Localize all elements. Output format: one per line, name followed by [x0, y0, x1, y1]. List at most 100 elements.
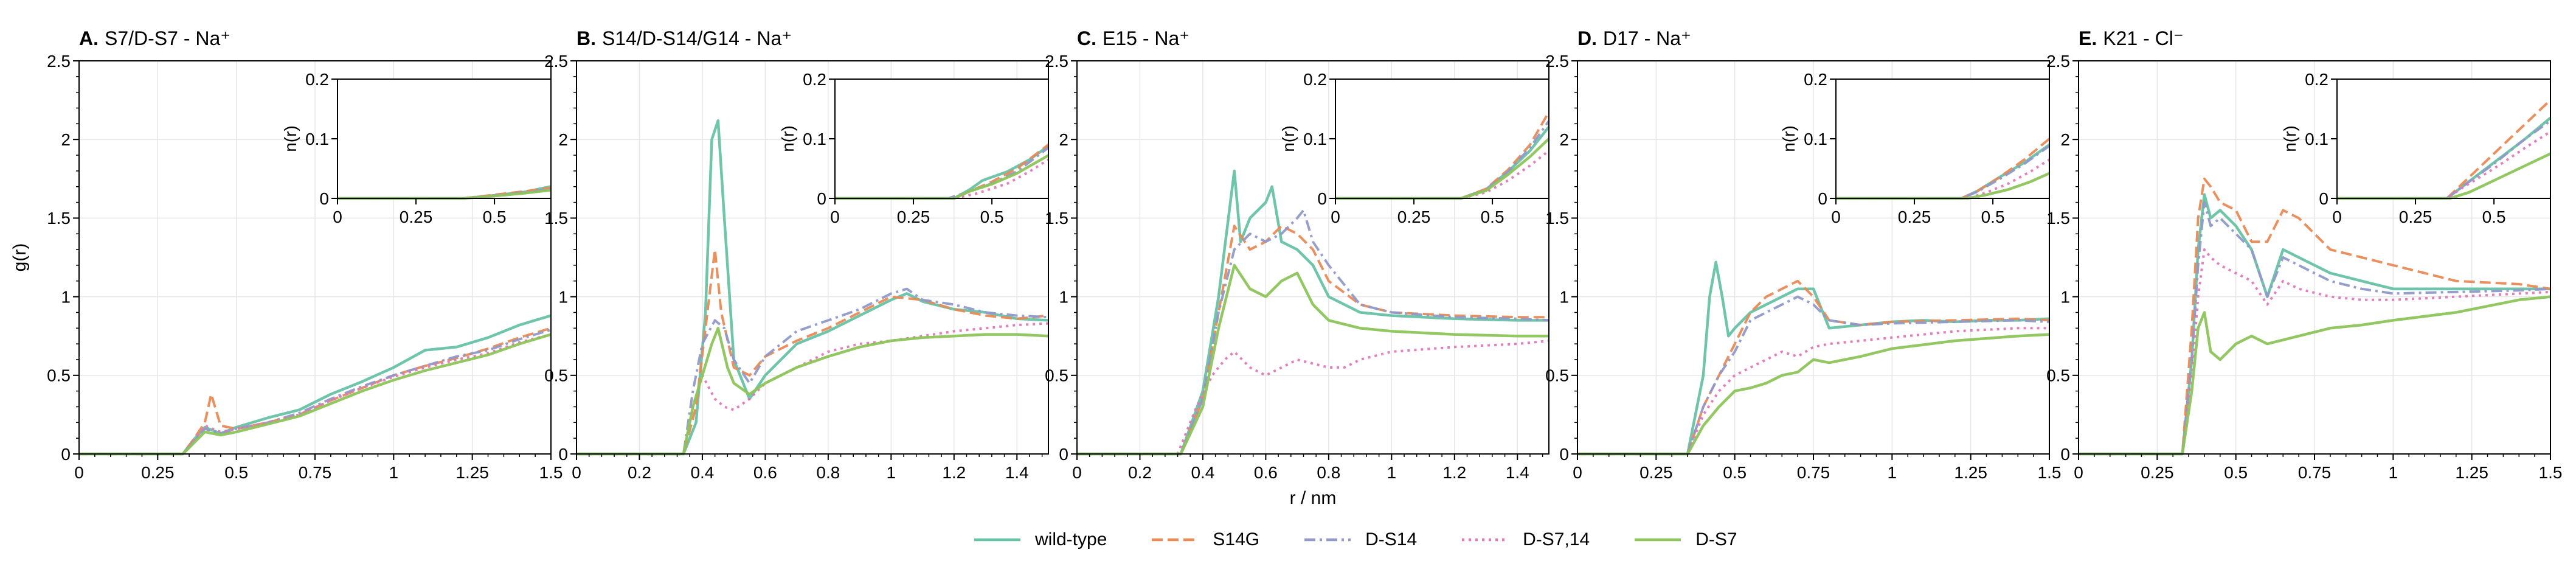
panel-title: B. S14/D-S14/G14 - Na⁺	[576, 27, 792, 49]
main-4-y-tick-label: 1	[2060, 287, 2070, 306]
main-0-y-tick-label: 2	[61, 130, 71, 149]
inset-1-y-tick-label: 0.2	[803, 70, 826, 89]
legend-swatch	[974, 538, 1020, 542]
panel-title: C. E15 - Na⁺	[1077, 27, 1189, 49]
main-2-y-tick-label: 1	[1059, 287, 1068, 306]
main-2-frame	[1076, 60, 1549, 455]
panel-title: D. D17 - Na⁺	[1577, 27, 1691, 49]
main-4-series-d-s14	[2079, 201, 2551, 455]
panel-letter: A.	[79, 27, 99, 49]
main-3-x-tick-label: 0.75	[1797, 463, 1830, 482]
panel-e: E. K21 - Cl⁻ 0 0.25 0.5 0.75 1 1.25 1.5 0 0.5 1 1.5 2…	[2046, 27, 2562, 482]
inset-0-y-tick-label: 0.1	[305, 130, 329, 148]
main-4-x-tick-label: 1.5	[2539, 463, 2563, 482]
inset: 0 0.25 0.5 0 0.1 0.2 n(r)	[281, 70, 552, 226]
inset-y-axis-label: n(r)	[1279, 125, 1298, 152]
main-1-x-tick-label: 1.4	[1005, 463, 1029, 482]
panel-title: A. S7/D-S7 - Na⁺	[79, 27, 230, 49]
main-0-y-tick-label: 0.5	[47, 366, 71, 385]
main-1-y-tick-label: 0.5	[544, 366, 568, 385]
panel-title-text: S7/D-S7 - Na⁺	[105, 27, 230, 49]
main-4-series-d-s7	[2079, 295, 2551, 456]
inset: 0 0.25 0.5 0 0.1 0.2 n(r)	[2280, 70, 2552, 226]
main-3-y-tick-label: 2	[1559, 130, 1569, 149]
inset-2-y-tick-label: 0	[1317, 189, 1327, 208]
inset-4-y-tick-label: 0	[2319, 189, 2328, 208]
main-0-x-tick-label: 0.5	[224, 463, 248, 482]
main-2-x-tick-label: 0.8	[1317, 463, 1340, 482]
legend-item-s14g: S14G	[1151, 529, 1259, 550]
main-2-x-tick-label: 1	[1387, 463, 1397, 482]
main-4-x-tick-label: 1.25	[2455, 463, 2488, 482]
main-1-y-tick-label: 1	[558, 287, 568, 306]
main-4-series-s14g	[2079, 177, 2551, 455]
inset-4-y-tick-label: 0.2	[2305, 70, 2328, 89]
main-3-x-tick-label: 0.5	[1723, 463, 1747, 482]
panel-letter: B.	[576, 27, 596, 49]
legend: wild-type S14G D-S14 D-S7,14 D-S7	[973, 525, 1781, 555]
main-2-series-s14g	[1077, 225, 1549, 455]
main-1-x-tick-label: 1	[887, 463, 896, 482]
inset-3-x-tick-label: 0.5	[1981, 208, 2005, 226]
main-0-y-tick-label: 2.5	[47, 52, 71, 71]
inset-2-y-tick-label: 0.1	[1303, 130, 1327, 148]
legend-label: D-S14	[1365, 529, 1418, 549]
main-0-y-tick-label: 0	[61, 445, 71, 464]
inset-4-series-s14g	[2337, 99, 2552, 200]
main-3-series-d-s7-14	[1577, 327, 2049, 455]
inset-1-background	[835, 79, 1048, 198]
main-3-y-tick-label: 0	[1559, 445, 1569, 464]
main-2-y-tick-label: 0.5	[1045, 366, 1068, 385]
inset-0-y-tick-label: 0	[319, 189, 329, 208]
main-1-y-tick-label: 2	[558, 130, 568, 149]
inset-4-x-tick-label: 0.5	[2482, 208, 2506, 226]
main-0-series-d-s14	[79, 328, 552, 455]
inset-4-y-tick-label: 0.1	[2305, 130, 2328, 148]
main-2-x-tick-label: 1.2	[1442, 463, 1466, 482]
inset-3-background	[1836, 79, 2049, 198]
main-1-x-tick-label: 0.2	[628, 463, 651, 482]
panel-title-text: D17 - Na⁺	[1603, 27, 1691, 49]
main-1-y-tick-label: 0	[558, 445, 568, 464]
legend-item-d-s14: D-S14	[1303, 529, 1417, 550]
inset-1-x-tick-label: 0.5	[980, 208, 1004, 226]
main-3-x-tick-label: 1.25	[1954, 463, 1987, 482]
main-0-series-d-s7	[79, 333, 552, 456]
main-1-frame	[576, 60, 1049, 455]
main-1-x-tick-label: 0.6	[753, 463, 777, 482]
main-1-series-d-s7-14	[576, 322, 1049, 455]
legend-label: S14G	[1213, 529, 1260, 549]
main-4-x-tick-label: 0.25	[2141, 463, 2174, 482]
main-0-x-tick-label: 1.5	[539, 463, 563, 482]
main-4-x-tick-label: 0.75	[2298, 463, 2332, 482]
panel-letter: D.	[1577, 27, 1597, 49]
main-2-x-tick-label: 0.4	[1191, 463, 1214, 482]
main-0-y-tick-label: 1	[61, 287, 71, 306]
panel-letter: C.	[1077, 27, 1096, 49]
inset-2-y-tick-label: 0.2	[1303, 70, 1327, 89]
inset-2-x-tick-label: 0.5	[1481, 208, 1504, 226]
main-0-series-d-s7-14	[79, 333, 552, 455]
main-4-series-d-s7-14	[2079, 248, 2551, 455]
main-4-x-tick-label: 1	[2389, 463, 2398, 482]
legend-label: D-S7	[1695, 529, 1737, 549]
main-1-x-tick-label: 0	[572, 463, 581, 482]
main-2-y-tick-label: 1.5	[1045, 209, 1068, 228]
inset: 0 0.25 0.5 0 0.1 0.2 n(r)	[1279, 70, 1550, 226]
main-3-y-tick-label: 1	[1559, 287, 1569, 306]
legend-label: D-S7,14	[1523, 529, 1590, 549]
inset-1-y-tick-label: 0	[817, 189, 826, 208]
main-0-x-tick-label: 0.25	[141, 463, 175, 482]
panel-b: B. S14/D-S14/G14 - Na⁺ 0 0.2 0.4 0.6 0.8 1 1.2 1.…	[544, 27, 1050, 482]
main-1-x-tick-label: 1.2	[942, 463, 966, 482]
main-1-x-tick-label: 0.8	[816, 463, 840, 482]
main-3-y-tick-label: 1.5	[1545, 209, 1569, 228]
main-1-series-d-s7	[576, 327, 1049, 456]
inset-0-y-tick-label: 0.2	[305, 70, 329, 89]
main-2-y-tick-label: 2	[1059, 130, 1068, 149]
main-4-y-tick-label: 0	[2060, 445, 2070, 464]
main-0-x-tick-label: 0	[74, 463, 84, 482]
main-3-x-tick-label: 0.25	[1639, 463, 1673, 482]
legend-label: wild-type	[1035, 529, 1107, 549]
